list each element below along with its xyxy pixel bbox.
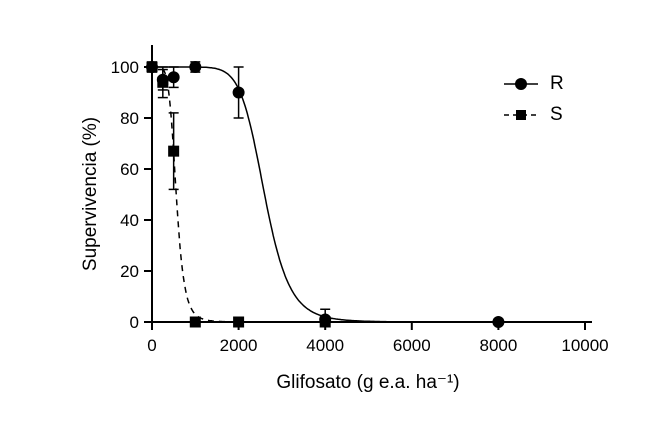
r-series-circle-marker-icon <box>504 78 538 90</box>
x-tick-label: 6000 <box>393 336 431 355</box>
data-point-s <box>233 316 245 328</box>
x-tick-label: 4000 <box>306 336 344 355</box>
data-point-s <box>168 145 180 157</box>
x-axis-label: Glifosato (g e.a. ha⁻¹) <box>276 372 459 393</box>
legend: R S <box>501 74 564 125</box>
data-point-r <box>167 71 180 84</box>
x-tick-label: 8000 <box>479 336 517 355</box>
data-point-s <box>157 76 169 88</box>
data-point-r <box>232 86 245 99</box>
legend-label-s: S <box>550 104 563 125</box>
data-point-s <box>189 316 201 328</box>
y-tick-label: 60 <box>120 160 139 179</box>
fit-curve-s <box>152 66 326 323</box>
x-tick-label: 2000 <box>220 336 258 355</box>
legend-label-r: R <box>550 73 564 94</box>
data-point-s <box>319 316 331 328</box>
s-series-square-marker-icon <box>504 110 538 120</box>
plot-area: 0 20 40 60 80 100 0 2000 4000 6000 8000 10000 <box>111 45 609 355</box>
data-point-r <box>492 316 505 328</box>
y-tick-label: 100 <box>111 58 139 77</box>
y-tick-label: 0 <box>130 313 139 332</box>
fit-curve-r <box>152 66 499 323</box>
y-tick-label: 20 <box>120 262 139 281</box>
x-tick-label: 0 <box>147 336 156 355</box>
x-tick-label: 10000 <box>561 336 608 355</box>
legend-item-s: S <box>501 105 564 125</box>
y-tick-label: 80 <box>120 109 139 128</box>
y-tick-label: 40 <box>120 211 139 230</box>
data-point-r <box>189 61 202 73</box>
data-point-s <box>146 61 158 73</box>
legend-item-r: R <box>501 74 564 94</box>
y-axis-label: Supervivencia (%) <box>80 117 101 271</box>
